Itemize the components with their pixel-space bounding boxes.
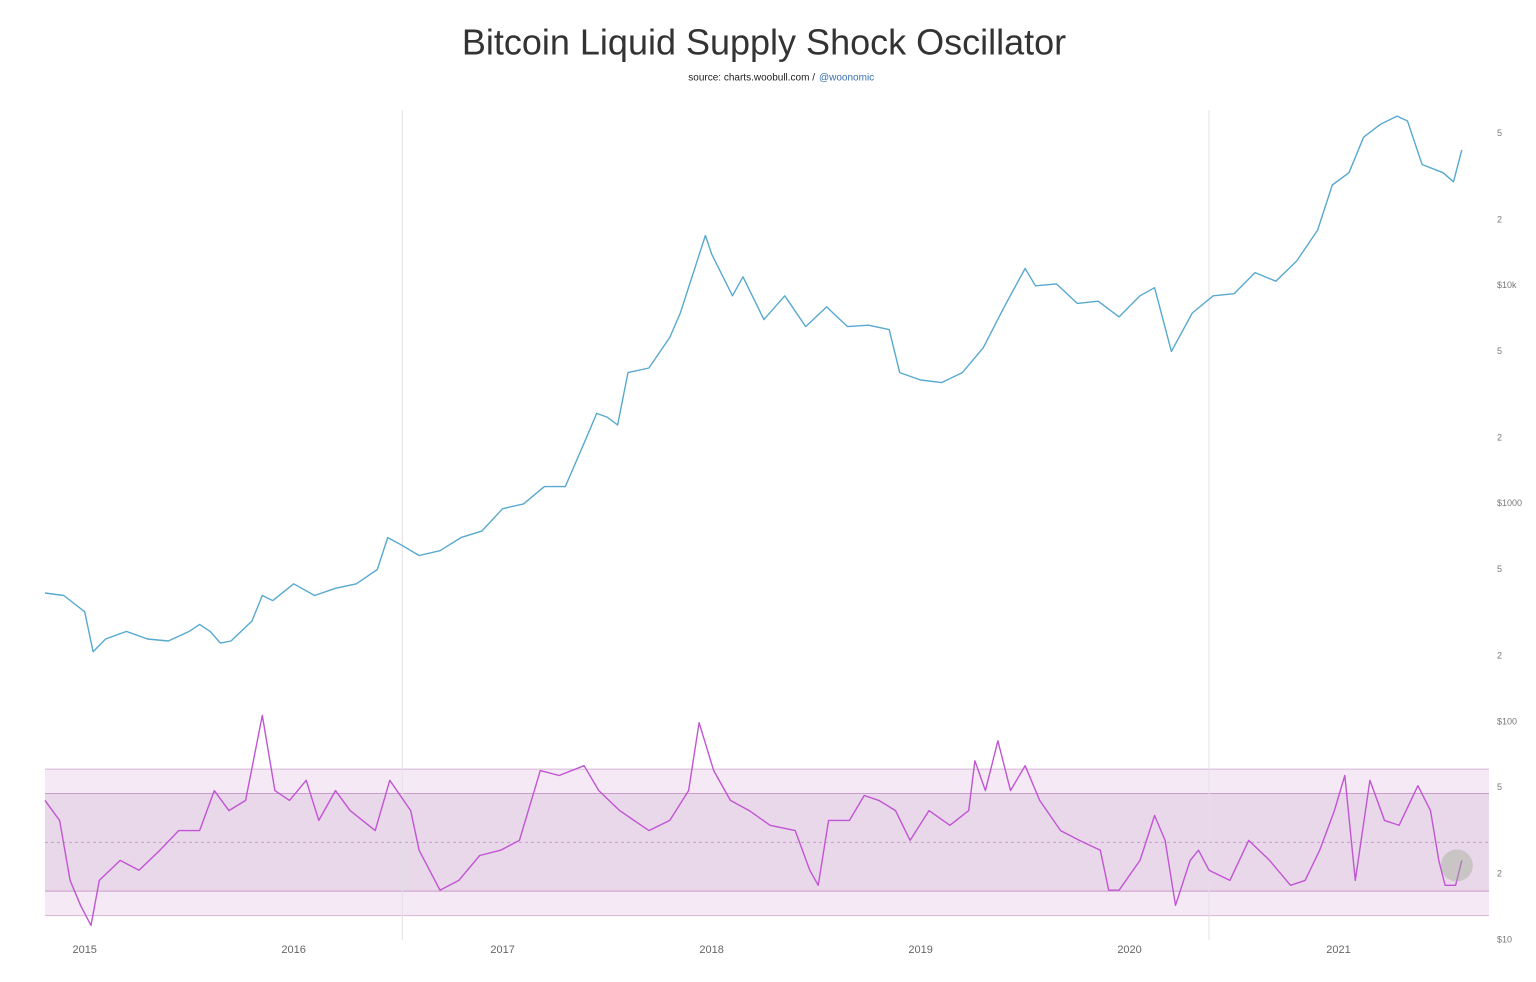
y-tick-label: 5 (1497, 564, 1502, 574)
x-tick-label: 2018 (699, 944, 723, 956)
x-tick-label: 2021 (1326, 944, 1350, 956)
y-tick-label: 2 (1497, 433, 1502, 443)
x-tick-label: 2016 (281, 944, 305, 956)
y-tick-label: 2 (1497, 215, 1502, 225)
y-tick-label: $100 (1497, 716, 1517, 726)
x-tick-label: 2020 (1117, 944, 1141, 956)
oscillator-line (44, 714, 1463, 927)
y-tick-label: 2 (1497, 869, 1502, 879)
highlight (1440, 849, 1473, 882)
y-tick-label: $10k (1497, 280, 1517, 290)
y-tick-label: $1000 (1497, 498, 1522, 508)
x-tick-label: 2015 (72, 944, 96, 956)
x-tick-label: 2019 (908, 944, 932, 956)
price-line (44, 115, 1463, 653)
y-tick-label: 5 (1497, 346, 1502, 356)
y-tick-label: $10 (1497, 934, 1512, 944)
y-tick-label: 5 (1497, 128, 1502, 138)
source-handle[interactable]: @woonomic (819, 73, 874, 84)
chart-title: Bitcoin Liquid Supply Shock Oscillator (462, 22, 1066, 63)
y-tick-label: 5 (1497, 782, 1502, 792)
x-tick-label: 2017 (490, 944, 514, 956)
y-tick-label: 2 (1497, 651, 1502, 661)
source: source: charts.woobull.com / (688, 73, 815, 84)
